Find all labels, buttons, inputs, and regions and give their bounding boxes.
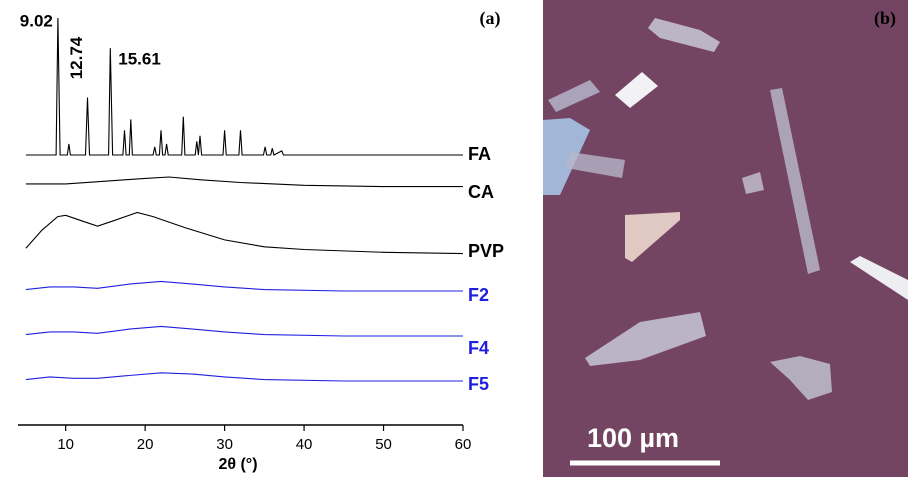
x-tick-label: 30 [216, 436, 233, 453]
crystal [648, 18, 720, 52]
scale-bar-label: 100 µm [587, 423, 679, 453]
crystal [770, 88, 820, 274]
micrograph: 100 µm (b) [543, 0, 908, 477]
x-tick-label: 50 [375, 436, 392, 453]
trace [25, 17, 463, 156]
peak-label: 9.02 [20, 11, 53, 30]
crystal [566, 152, 625, 178]
x-axis-title: 2θ (°) [218, 456, 257, 473]
panel-label: (b) [874, 8, 896, 29]
crystal [625, 212, 680, 262]
trace [25, 280, 463, 292]
crystal [615, 72, 658, 108]
crystal [548, 80, 600, 112]
crystal [770, 356, 832, 400]
trace [25, 211, 464, 255]
trace-label: FA [468, 144, 491, 164]
crystal [543, 118, 590, 195]
trace-label: PVP [468, 241, 504, 261]
trace-label: F2 [468, 285, 489, 305]
trace-label: F4 [468, 338, 489, 358]
crystal [850, 256, 908, 300]
trace [25, 372, 463, 382]
panel-label: (a) [480, 8, 501, 29]
micrograph-background [543, 0, 908, 477]
trace-label: CA [468, 182, 494, 202]
x-tick-label: 10 [57, 436, 74, 453]
peak-label: 15.61 [118, 49, 161, 68]
trace [25, 325, 463, 337]
peak-label: 12.74 [67, 36, 86, 79]
x-tick-label: 20 [137, 436, 154, 453]
crystal [585, 312, 706, 366]
x-tick-label: 40 [296, 436, 313, 453]
crystal [742, 172, 764, 194]
x-tick-label: 60 [455, 436, 472, 453]
trace-label: F5 [468, 374, 489, 394]
trace [25, 176, 463, 188]
